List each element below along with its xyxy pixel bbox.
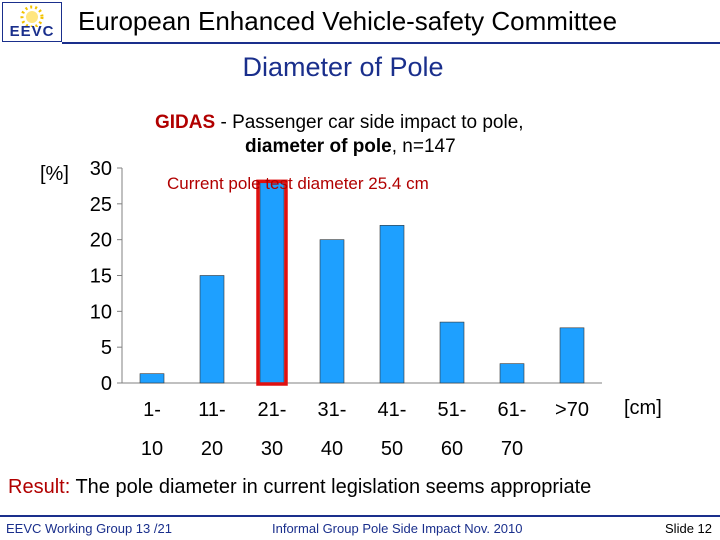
y-tick-label: 15 [90, 266, 112, 288]
bar [439, 321, 465, 384]
x-axis-label: [cm] [624, 397, 662, 419]
x-tick-label-top: 11- [198, 399, 225, 421]
footer-middle: Informal Group Pole Side Impact Nov. 201… [272, 521, 523, 536]
x-tick-label-bottom: 70 [501, 438, 523, 460]
bar [319, 239, 345, 384]
bar [259, 182, 285, 384]
x-tick-label-bottom: 50 [381, 438, 403, 460]
y-tick-labels: 0 5 10 15 20 25 30 [90, 158, 112, 395]
x-tick-label-bottom: 40 [321, 438, 343, 460]
x-tick-label-top: >70 [555, 399, 589, 421]
chart-title-prefix: GIDAS [155, 112, 216, 133]
header: EEVC European Enhanced Vehicle-safety Co… [0, 0, 720, 44]
bar [199, 275, 225, 384]
footer-divider [0, 515, 720, 517]
chart-bars [139, 179, 585, 386]
x-tick-labels: 1- 10 11- 20 21- 30 31- 40 41- 50 51- 60 61- 70 >70 [141, 399, 589, 460]
x-tick-label-top: 41- [378, 399, 407, 421]
highlight-box [256, 179, 288, 386]
result-label: Result: [8, 476, 71, 498]
bar [379, 225, 405, 384]
x-tick-label-bottom: 20 [201, 438, 223, 460]
eevc-logo: EEVC [2, 2, 62, 42]
result-text: The pole diameter in current legislation… [70, 476, 592, 498]
x-tick-label-top: 1- [143, 399, 161, 421]
bar [139, 373, 165, 384]
header-title: European Enhanced Vehicle-safety Committ… [78, 6, 618, 36]
x-tick-label-top: 61- [498, 399, 527, 421]
y-tick-label: 0 [101, 373, 112, 395]
x-tick-label-bottom: 10 [141, 438, 163, 460]
chart-title-line1: - Passenger car side impact to pole, [215, 112, 524, 133]
bar [559, 327, 585, 384]
bar [499, 363, 525, 384]
chart-title-line2-bold: diameter of pole [245, 136, 392, 157]
y-tick-label: 5 [101, 337, 112, 359]
x-tick-label-bottom: 30 [261, 438, 283, 460]
chart-axes [117, 167, 602, 384]
slide-number: Slide 12 [665, 521, 712, 536]
chart-title-line2-rest: , n=147 [391, 136, 456, 157]
x-tick-label-top: 51- [438, 399, 467, 421]
chart-title: GIDAS - Passenger car side impact to pol… [155, 111, 575, 159]
bar-chart: 0 5 10 15 20 25 30 1- 10 11- 20 21- 30 31- 40 41- 50 51-… [40, 158, 662, 460]
y-tick-label: 25 [90, 194, 112, 216]
x-tick-label-bottom: 60 [441, 438, 463, 460]
result-statement: Result: The pole diameter in current leg… [8, 476, 720, 499]
x-tick-label-top: 21- [258, 399, 287, 421]
y-tick-label: 30 [90, 158, 112, 180]
y-axis-label: [%] [40, 163, 69, 185]
y-tick-label: 10 [90, 301, 112, 323]
x-tick-label-top: 31- [318, 399, 347, 421]
y-tick-label: 20 [90, 230, 112, 252]
chart-annotation: Current pole test diameter 25.4 cm [167, 174, 429, 193]
slide-title: Diameter of Pole [242, 52, 444, 82]
logo-text: EEVC [9, 23, 55, 40]
header-divider [62, 42, 720, 44]
footer-left: EEVC Working Group 13 /21 [6, 521, 172, 536]
stars-icon [20, 5, 44, 27]
